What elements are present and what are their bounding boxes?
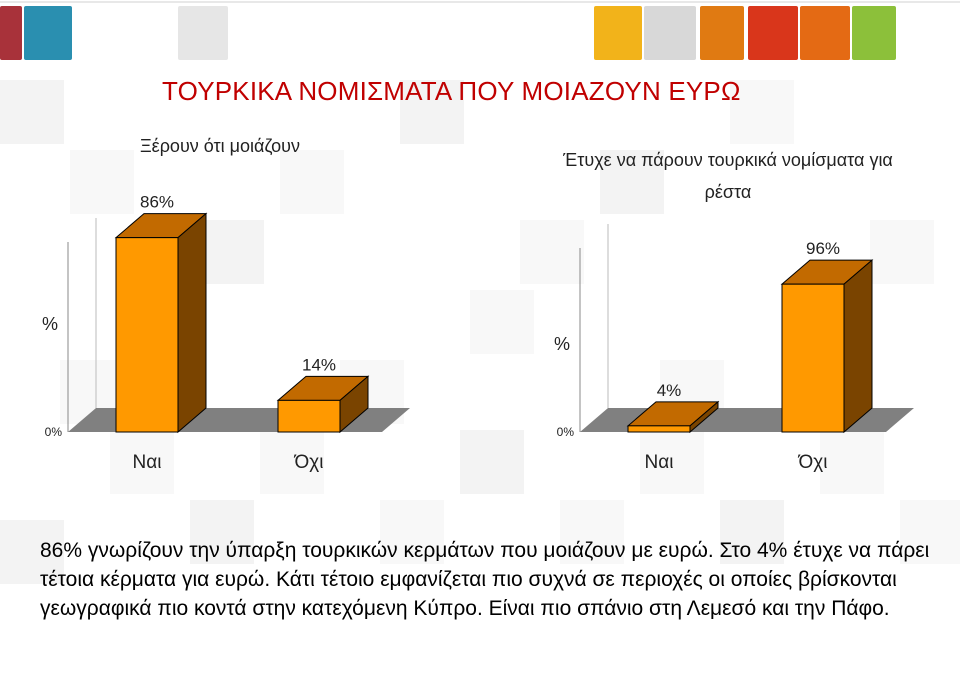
bar bbox=[277, 399, 341, 433]
background-square bbox=[720, 500, 784, 564]
background-square bbox=[640, 430, 704, 494]
x-category-label: Όχι bbox=[294, 452, 324, 473]
decor-tile bbox=[700, 6, 744, 60]
chart-title: ρέστα bbox=[705, 182, 752, 202]
y-axis-label: % bbox=[554, 334, 570, 354]
y-tick-label: 0% bbox=[45, 425, 63, 439]
decor-tile bbox=[852, 6, 896, 60]
x-category-label: Ναι bbox=[133, 452, 162, 473]
background-square bbox=[460, 430, 524, 494]
decorative-header-strip bbox=[0, 1, 960, 60]
background-square bbox=[200, 220, 264, 284]
bar-data-label: 86% bbox=[140, 193, 174, 212]
background-square bbox=[400, 80, 464, 144]
bar-side bbox=[843, 259, 873, 434]
background-square bbox=[600, 150, 664, 214]
y-tick-label: 0% bbox=[557, 425, 575, 439]
decor-tile bbox=[800, 6, 850, 60]
slide-title: ΤΟΥΡΚΙΚΑ ΝΟΜΙΣΜΑΤΑ ΠΟΥ ΜΟΙΑΖΟΥΝ ΕΥΡΩ bbox=[162, 76, 741, 106]
bar bbox=[781, 283, 845, 433]
chart-known-similar: Ξέρουν ότι μοιάζουν% 0% 86% Ναι 14% Όχι bbox=[42, 136, 410, 473]
bar-data-label: 14% bbox=[302, 355, 336, 374]
background-square bbox=[470, 290, 534, 354]
chart-title: Έτυχε να πάρουν τουρκικά νομίσματα για bbox=[562, 150, 893, 170]
background-square bbox=[380, 500, 444, 564]
background-square bbox=[190, 500, 254, 564]
background-square bbox=[820, 430, 884, 494]
bar-data-label: 96% bbox=[806, 239, 840, 258]
background-square bbox=[560, 500, 624, 564]
bar-side bbox=[177, 212, 207, 434]
decor-tile bbox=[748, 6, 798, 60]
background-square bbox=[730, 80, 794, 144]
bar bbox=[627, 425, 691, 433]
bar bbox=[115, 237, 179, 433]
background-square bbox=[870, 220, 934, 284]
background-square bbox=[280, 150, 344, 214]
x-category-label: Ναι bbox=[645, 452, 674, 473]
summary-caption: 86% γνωρίζουν την ύπαρξη τουρκικών κερμά… bbox=[40, 539, 930, 620]
chart-received-as-change: Έτυχε να πάρουν τουρκικά νομίσματα για ρέ… bbox=[554, 150, 914, 473]
background-square bbox=[0, 80, 64, 144]
decor-tile bbox=[0, 6, 22, 60]
background-square bbox=[110, 430, 174, 494]
background-square bbox=[70, 150, 134, 214]
background-square bbox=[0, 520, 64, 584]
decor-tile bbox=[644, 6, 696, 60]
background-square bbox=[260, 430, 324, 494]
x-category-label: Όχι bbox=[798, 452, 828, 473]
background-square bbox=[520, 220, 584, 284]
background-square bbox=[900, 500, 960, 564]
bar-data-label: 4% bbox=[657, 381, 682, 400]
decor-tile bbox=[594, 6, 642, 60]
decor-tile bbox=[24, 6, 72, 60]
decor-tile bbox=[178, 6, 228, 60]
y-axis-label: % bbox=[42, 314, 58, 334]
chart-title: Ξέρουν ότι μοιάζουν bbox=[140, 136, 300, 156]
